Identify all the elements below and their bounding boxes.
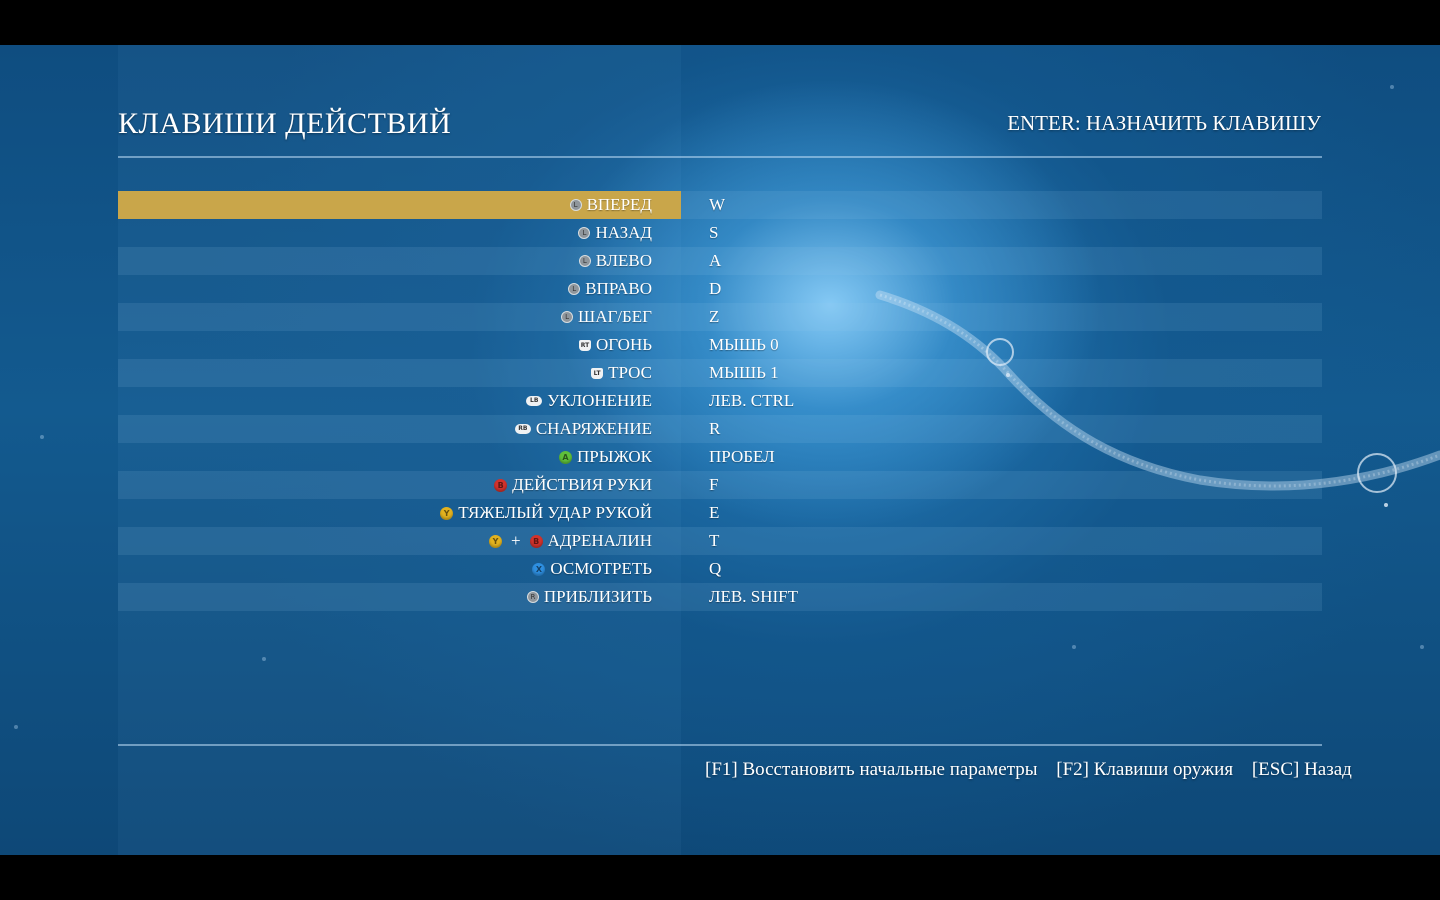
keybinding-row[interactable]: L ВПЕРЕД W	[118, 191, 1322, 219]
keybinding-row[interactable]: R ПРИБЛИЗИТЬ ЛЕВ. SHIFT	[118, 583, 1322, 611]
key-value[interactable]: R	[709, 419, 721, 438]
key-value[interactable]: T	[709, 531, 720, 550]
action-cell[interactable]: L ВПРАВО	[118, 275, 681, 303]
action-label: ВПРАВО	[585, 279, 652, 298]
key-value[interactable]: F	[709, 475, 719, 494]
left-stick-icon: L	[578, 255, 591, 267]
key-value[interactable]: ПРОБЕЛ	[709, 447, 775, 466]
keybinding-row[interactable]: L ШАГ/БЕГ Z	[118, 303, 1322, 331]
action-label: АДРЕНАЛИН	[547, 531, 652, 550]
keybinding-row[interactable]: LT ТРОС МЫШЬ 1	[118, 359, 1322, 387]
action-label: СНАРЯЖЕНИЕ	[535, 419, 652, 438]
rope-decoration	[875, 290, 1440, 507]
key-value[interactable]: МЫШЬ 0	[709, 335, 779, 354]
action-cell[interactable]: B ДЕЙСТВИЯ РУКИ	[118, 471, 681, 499]
action-label: ВПЕРЕД	[586, 195, 652, 214]
key-value[interactable]: A	[709, 251, 722, 270]
action-cell[interactable]: R ПРИБЛИЗИТЬ	[118, 583, 681, 611]
speck	[1420, 645, 1424, 649]
b-button-icon: B	[494, 478, 508, 492]
action-label: НАЗАД	[595, 223, 652, 242]
speck	[1072, 645, 1076, 649]
left-trigger-icon: LT	[591, 367, 604, 379]
left-stick-icon: L	[568, 283, 581, 295]
action-column-panel	[118, 45, 681, 855]
keybinding-row[interactable]: L ВПРАВО D	[118, 275, 1322, 303]
header-divider	[118, 156, 1322, 158]
action-label: УКЛОНЕНИЕ	[547, 391, 652, 410]
key-value[interactable]: Q	[709, 559, 722, 578]
keybinding-list: L ВПЕРЕД W L НАЗАД S L ВЛЕВО A L ВПРАВО D L ШАГ/БЕГ Z R…	[118, 191, 1322, 611]
left-stick-icon: L	[569, 199, 582, 211]
assign-key-hint: ENTER: НАЗНАЧИТЬ КЛАВИШУ	[1007, 111, 1321, 135]
x-button-icon: X	[532, 562, 546, 576]
action-cell[interactable]: Y + B АДРЕНАЛИН	[118, 527, 681, 555]
key-value[interactable]: W	[709, 195, 726, 214]
a-button-icon: A	[559, 450, 573, 464]
keybinding-row[interactable]: LB УКЛОНЕНИЕ ЛЕВ. CTRL	[118, 387, 1322, 415]
keybinding-row[interactable]: L ВЛЕВО A	[118, 247, 1322, 275]
key-value[interactable]: МЫШЬ 1	[709, 363, 779, 382]
action-cell[interactable]: L ВПЕРЕД	[118, 191, 681, 219]
action-label: ОСМОТРЕТЬ	[550, 559, 652, 578]
game-screen: КЛАВИШИ ДЕЙСТВИЙ ENTER: НАЗНАЧИТЬ КЛАВИШ…	[0, 45, 1440, 855]
left-stick-icon: L	[561, 311, 574, 323]
key-value[interactable]: ЛЕВ. CTRL	[709, 391, 795, 410]
key-value[interactable]: E	[709, 503, 720, 522]
page-title: КЛАВИШИ ДЕЙСТВИЙ	[118, 107, 452, 140]
keybinding-row[interactable]: Y + B АДРЕНАЛИН T	[118, 527, 1322, 555]
action-cell[interactable]: L ВЛЕВО	[118, 247, 681, 275]
restore-defaults-button[interactable]: [F1] Восстановить начальные параметры	[705, 759, 1038, 780]
right-stick-icon: R	[526, 591, 539, 603]
action-label: ВЛЕВО	[595, 251, 652, 270]
key-value[interactable]: D	[709, 279, 722, 298]
right-trigger-icon: RT	[579, 339, 591, 351]
footer-divider	[118, 744, 1322, 746]
speck	[262, 657, 266, 661]
action-cell[interactable]: X ОСМОТРЕТЬ	[118, 555, 681, 583]
action-cell[interactable]: Y ТЯЖЕЛЫЙ УДАР РУКОЙ	[118, 499, 681, 527]
action-label: ОГОНЬ	[596, 335, 652, 354]
footer-actions: [F1] Восстановить начальные параметры [F…	[705, 759, 1366, 781]
key-value[interactable]: S	[709, 223, 719, 242]
keybinding-row[interactable]: Y ТЯЖЕЛЫЙ УДАР РУКОЙ E	[118, 499, 1322, 527]
action-label: ДЕЙСТВИЯ РУКИ	[512, 475, 652, 494]
action-label: ТРОС	[608, 363, 652, 382]
combo-plus: +	[511, 531, 521, 550]
left-stick-icon: L	[578, 227, 591, 239]
action-label: ШАГ/БЕГ	[578, 307, 652, 326]
action-cell[interactable]: RB СНАРЯЖЕНИЕ	[118, 415, 681, 443]
action-cell[interactable]: LB УКЛОНЕНИЕ	[118, 387, 681, 415]
action-label: ПРЫЖОК	[577, 447, 652, 466]
action-label: ТЯЖЕЛЫЙ УДАР РУКОЙ	[458, 503, 652, 522]
y-button-icon: Y	[489, 534, 503, 548]
action-cell[interactable]: LT ТРОС	[118, 359, 681, 387]
keybinding-row[interactable]: A ПРЫЖОК ПРОБЕЛ	[118, 443, 1322, 471]
action-label: ПРИБЛИЗИТЬ	[543, 587, 652, 606]
key-value[interactable]: Z	[709, 307, 720, 326]
keybinding-row[interactable]: B ДЕЙСТВИЯ РУКИ F	[118, 471, 1322, 499]
speck	[1390, 85, 1394, 89]
action-cell[interactable]: L ШАГ/БЕГ	[118, 303, 681, 331]
y-button-icon: Y	[440, 506, 454, 520]
action-cell[interactable]: RT ОГОНЬ	[118, 331, 681, 359]
keybinding-row[interactable]: X ОСМОТРЕТЬ Q	[118, 555, 1322, 583]
left-bumper-icon: LB	[526, 396, 543, 406]
back-button[interactable]: [ESC] Назад	[1251, 759, 1352, 780]
action-cell[interactable]: A ПРЫЖОК	[118, 443, 681, 471]
keybinding-row[interactable]: RB СНАРЯЖЕНИЕ R	[118, 415, 1322, 443]
b-button-icon: B	[529, 534, 543, 548]
right-bumper-icon: RB	[514, 424, 531, 434]
key-value[interactable]: ЛЕВ. SHIFT	[709, 587, 798, 606]
speck	[40, 435, 44, 439]
action-cell[interactable]: L НАЗАД	[118, 219, 681, 247]
keybinding-row[interactable]: RT ОГОНЬ МЫШЬ 0	[118, 331, 1322, 359]
keybinding-row[interactable]: L НАЗАД S	[118, 219, 1322, 247]
weapon-keys-button[interactable]: [F2] Клавиши оружия	[1056, 759, 1234, 780]
speck	[14, 725, 18, 729]
